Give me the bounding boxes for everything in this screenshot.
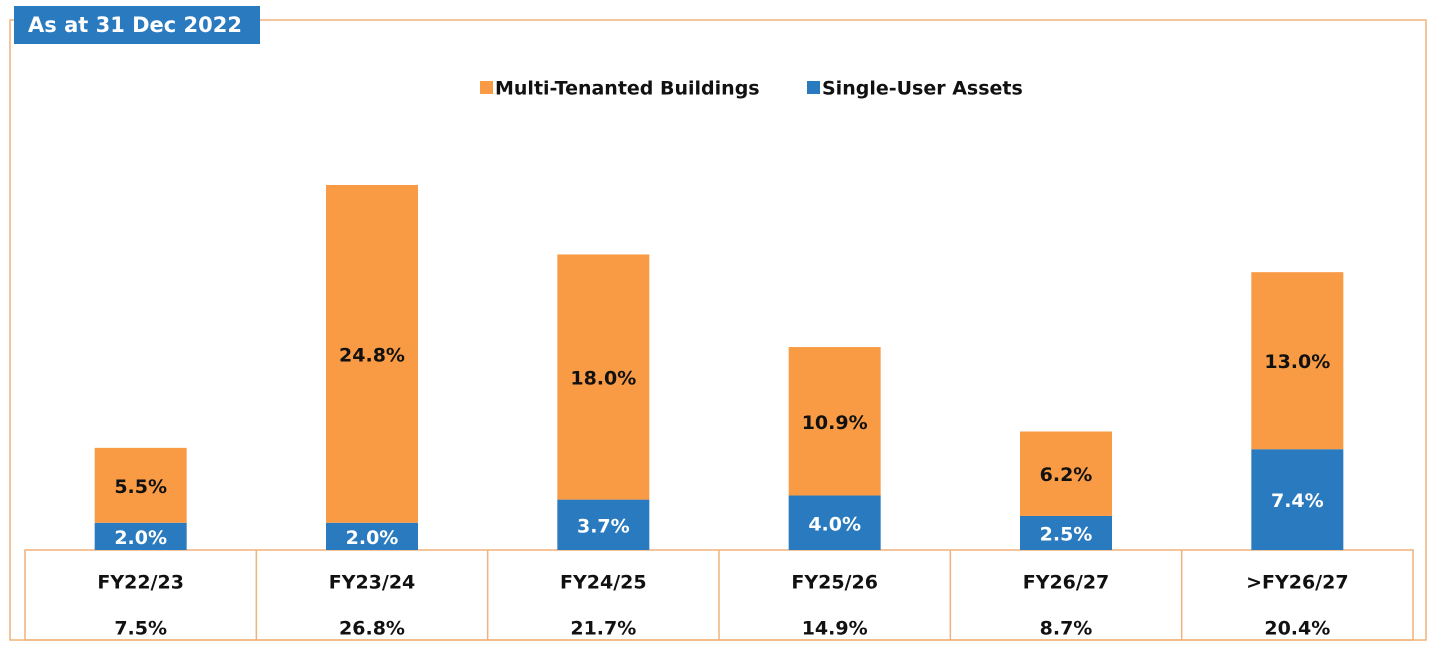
x-tick-label: FY26/27 (1023, 572, 1110, 594)
data-label: 2.0% (114, 527, 167, 549)
title-box (14, 6, 260, 44)
chart-title: As at 31 Dec 2022 (28, 13, 242, 37)
x-tick-label: FY22/23 (97, 572, 184, 594)
total-label: 8.7% (1040, 618, 1093, 640)
bar-segment (788, 347, 881, 496)
x-tick-label: FY25/26 (791, 572, 878, 594)
bar-segment (94, 522, 187, 550)
frame (9, 19, 1427, 641)
x-tick-label: >FY26/27 (1246, 572, 1348, 594)
bar-segment (1251, 449, 1344, 550)
total-label: 20.4% (1264, 618, 1330, 640)
legend-swatch (480, 81, 493, 94)
bar-segment (326, 184, 418, 523)
bar-segment (557, 254, 650, 500)
bar-segment (557, 499, 650, 550)
data-label: 3.7% (577, 515, 630, 537)
x-tick-label: FY24/25 (560, 572, 647, 594)
data-label: 2.0% (346, 527, 399, 549)
total-label: 14.9% (802, 618, 868, 640)
bar-segment (1020, 431, 1112, 516)
total-label: 26.8% (339, 618, 405, 640)
bar-segment (788, 495, 881, 550)
bar-segment (1020, 515, 1112, 550)
data-label: 6.2% (1040, 464, 1093, 486)
legend-swatch (807, 81, 820, 94)
total-label: 7.5% (114, 618, 167, 640)
legend-label: Single-User Assets (822, 78, 1023, 100)
data-label: 2.5% (1040, 523, 1093, 545)
data-label: 4.0% (808, 513, 861, 535)
bar-segment (94, 447, 187, 523)
data-label: 5.5% (114, 476, 167, 498)
bar-segment (1251, 272, 1344, 450)
bar-segment (326, 522, 418, 550)
data-label: 7.4% (1271, 490, 1324, 512)
data-label: 24.8% (339, 344, 405, 366)
x-tick-label: FY23/24 (329, 572, 416, 594)
data-label: 18.0% (570, 368, 636, 390)
total-label: 21.7% (570, 618, 636, 640)
data-label: 13.0% (1264, 351, 1330, 373)
data-label: 10.9% (802, 412, 868, 434)
legend-label: Multi-Tenanted Buildings (495, 78, 760, 100)
